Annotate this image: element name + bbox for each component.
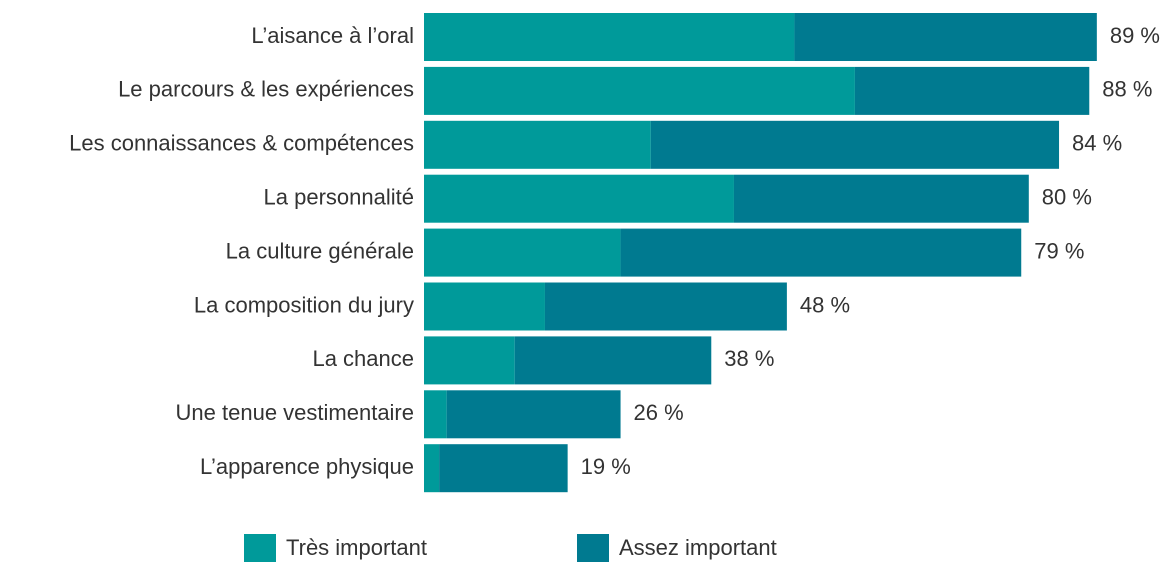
legend-label: Très important (286, 535, 427, 560)
bar-segment (424, 282, 545, 331)
category-label: La chance (312, 346, 414, 371)
bar-segment (439, 444, 568, 493)
category-label: La composition du jury (194, 292, 414, 317)
category-label: Les connaissances & compétences (69, 131, 414, 156)
category-label: L’apparence physique (200, 454, 414, 479)
category-label: Une tenue vestimentaire (176, 400, 414, 425)
bar-segment (514, 336, 712, 385)
legend-swatch (244, 534, 276, 562)
total-label: 19 % (581, 454, 631, 479)
bar-segment (424, 174, 734, 223)
category-label: Le parcours & les expériences (118, 77, 414, 102)
bar-segment (544, 282, 787, 331)
legend-swatch (577, 534, 609, 562)
total-label: 89 % (1110, 23, 1160, 48)
bar-segment (650, 120, 1060, 169)
legend-label: Assez important (619, 535, 777, 560)
total-label: 26 % (634, 400, 684, 425)
bar-segment (424, 66, 855, 115)
category-label: La personnalité (264, 185, 414, 210)
bar-segment (794, 13, 1097, 61)
bar-segment (424, 444, 440, 493)
total-label: 48 % (800, 292, 850, 317)
bar-segment (620, 228, 1022, 277)
total-label: 79 % (1034, 238, 1084, 263)
bar-segment (424, 390, 447, 439)
bar-segment (854, 66, 1090, 115)
bar-segment (424, 336, 515, 385)
total-label: 38 % (724, 346, 774, 371)
total-label: 80 % (1042, 185, 1092, 210)
bar-segment (424, 13, 795, 61)
total-label: 88 % (1102, 77, 1152, 102)
total-label: 84 % (1072, 131, 1122, 156)
bar-segment (424, 120, 651, 169)
bar-segment (424, 228, 621, 277)
category-label: La culture générale (226, 238, 414, 263)
bar-segment (446, 390, 621, 439)
category-label: L’aisance à l’oral (251, 23, 414, 48)
bar-segment (733, 174, 1029, 223)
